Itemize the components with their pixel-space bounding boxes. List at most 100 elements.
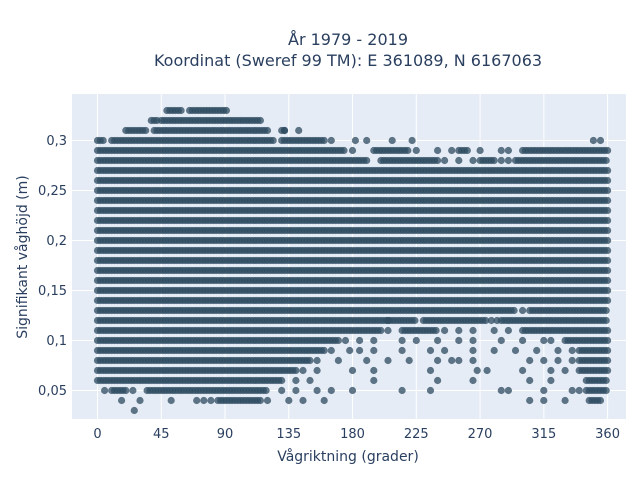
data-point <box>455 156 463 165</box>
data-point <box>299 396 307 405</box>
data-point <box>604 216 612 225</box>
data-point <box>547 366 555 375</box>
data-point <box>604 366 612 375</box>
data-point <box>504 146 512 155</box>
y-tick-label: 0,3 <box>46 134 67 149</box>
data-point <box>604 256 612 265</box>
data-point <box>269 136 277 145</box>
data-point <box>604 186 612 195</box>
data-point <box>434 336 442 345</box>
data-point <box>441 326 449 335</box>
data-point <box>412 336 420 345</box>
chart-title-line-1: År 1979 - 2019 <box>288 30 408 49</box>
data-point <box>334 336 342 345</box>
data-point <box>504 386 512 395</box>
data-point <box>404 146 412 155</box>
data-point <box>434 156 442 165</box>
data-point <box>540 386 548 395</box>
data-point <box>490 156 498 165</box>
data-point <box>448 356 456 365</box>
data-point <box>346 346 354 355</box>
data-point <box>370 376 378 385</box>
x-tick-label: 180 <box>340 427 365 442</box>
data-point <box>568 346 576 355</box>
data-point <box>384 326 392 335</box>
data-point <box>384 356 392 365</box>
data-point <box>351 136 359 145</box>
data-point <box>370 336 378 345</box>
data-point <box>604 296 612 305</box>
x-tick-label: 360 <box>595 427 620 442</box>
data-point <box>604 176 612 185</box>
data-point <box>313 356 321 365</box>
data-point <box>604 266 612 275</box>
data-point <box>292 376 300 385</box>
data-point <box>313 386 321 395</box>
data-point <box>341 336 350 345</box>
x-tick-label: 135 <box>276 427 301 442</box>
data-point <box>408 136 416 145</box>
data-point <box>511 346 520 355</box>
data-point <box>363 156 371 165</box>
x-tick-label: 270 <box>468 427 493 442</box>
data-point <box>292 366 300 375</box>
data-point <box>142 126 150 135</box>
data-point <box>441 346 449 355</box>
data-point <box>432 326 440 335</box>
data-point <box>327 136 335 145</box>
data-point <box>370 366 378 375</box>
data-point <box>299 366 307 375</box>
data-point <box>526 376 534 385</box>
data-point <box>285 396 293 405</box>
data-point <box>519 306 527 315</box>
data-point <box>263 396 272 405</box>
x-tick-label: 45 <box>153 427 170 442</box>
data-point <box>493 316 501 325</box>
x-tick-labels: 0 45 90 135 180 225 270 315 360 <box>93 427 620 442</box>
data-point <box>568 356 576 365</box>
data-point <box>280 126 289 135</box>
data-point <box>348 366 357 375</box>
data-point <box>490 346 498 355</box>
data-point <box>388 136 396 145</box>
data-point <box>118 396 126 405</box>
data-point <box>129 386 137 395</box>
data-point <box>405 356 413 365</box>
data-point <box>547 336 555 345</box>
data-point <box>526 356 534 365</box>
x-tick-label: 0 <box>93 427 101 442</box>
data-point <box>602 156 610 165</box>
data-point <box>434 356 442 365</box>
data-point <box>122 386 130 395</box>
data-point <box>327 386 335 395</box>
data-point <box>476 146 484 155</box>
data-point <box>604 276 612 285</box>
data-point <box>327 346 335 355</box>
data-point <box>398 336 406 345</box>
data-point <box>455 356 463 365</box>
data-point <box>398 386 406 395</box>
data-point <box>463 146 471 155</box>
data-point <box>504 156 512 165</box>
data-point <box>469 326 477 335</box>
y-tick-label: 0,25 <box>38 184 67 199</box>
data-point <box>222 106 230 115</box>
data-point <box>604 206 612 215</box>
data-point <box>256 116 264 125</box>
data-point <box>561 396 569 405</box>
data-point <box>177 106 185 115</box>
data-point <box>533 346 541 355</box>
data-point <box>469 156 477 165</box>
data-point <box>510 306 518 315</box>
data-point <box>320 346 328 355</box>
data-point <box>384 316 392 325</box>
data-point <box>340 146 348 155</box>
data-point <box>348 146 357 155</box>
data-point <box>469 356 477 365</box>
data-point <box>604 326 612 335</box>
data-point <box>377 326 385 335</box>
x-tick-label: 90 <box>217 427 234 442</box>
x-axis-title: Vågriktning (grader) <box>277 448 419 465</box>
data-point <box>497 146 505 155</box>
